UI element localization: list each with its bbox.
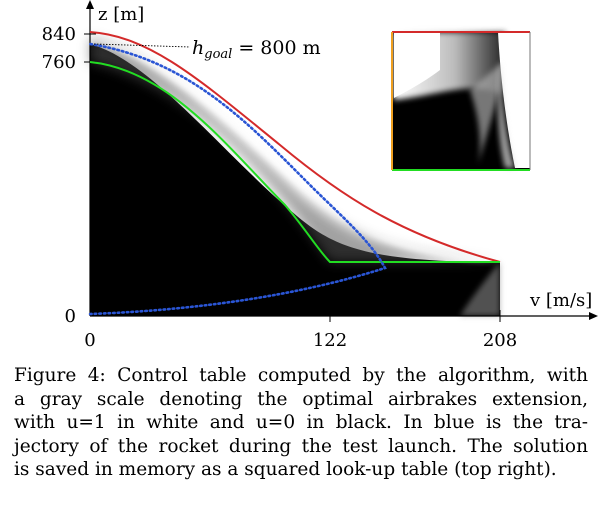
y-axis-label: z [m] bbox=[98, 4, 144, 25]
h-goal-value: = 800 m bbox=[232, 37, 320, 59]
figure: 840 760 0 0 122 208 z [m] v [m/s] hgoal … bbox=[42, 0, 598, 351]
control-region-gradient bbox=[90, 38, 500, 262]
x-axis-label: v [m/s] bbox=[529, 290, 592, 311]
y-tick-label-0: 0 bbox=[65, 306, 76, 327]
h-goal-symbol: h bbox=[192, 37, 204, 59]
x-tick-label-122: 122 bbox=[313, 330, 347, 351]
control-region-white bbox=[90, 38, 500, 262]
control-region-wedge bbox=[460, 262, 500, 316]
h-goal-subscript: goal bbox=[204, 47, 232, 62]
x-axis-arrow bbox=[589, 312, 598, 320]
x-tick-label-0: 0 bbox=[84, 330, 95, 351]
y-tick-label-840: 840 bbox=[42, 24, 76, 45]
trajectory-curve bbox=[88, 42, 387, 316]
figure-caption: Figure 4: Control table computed by the … bbox=[14, 364, 588, 482]
x-tick-label-208: 208 bbox=[483, 330, 517, 351]
y-axis-arrow bbox=[86, 0, 94, 9]
h-goal-label: hgoal = 800 m bbox=[192, 37, 321, 62]
inner-bound-curve bbox=[89, 61, 500, 263]
lookup-table-inset bbox=[391, 31, 531, 171]
h-goal-leader bbox=[93, 43, 191, 48]
control-region-black bbox=[90, 44, 500, 316]
caption-line-3: with u=1 in white and u=0 in black. In b… bbox=[14, 412, 588, 434]
caption-line-1: Figure 4: Control table computed by the … bbox=[14, 365, 588, 386]
caption-line-2: a gray scale denoting the optimal airbra… bbox=[14, 388, 588, 410]
caption-line-5: is saved in memory as a squared look-up … bbox=[14, 459, 557, 481]
caption-line-4: jectory of the rocket during the test la… bbox=[14, 435, 588, 457]
envelope-curve bbox=[89, 31, 501, 263]
y-tick-label-760: 760 bbox=[42, 52, 76, 73]
